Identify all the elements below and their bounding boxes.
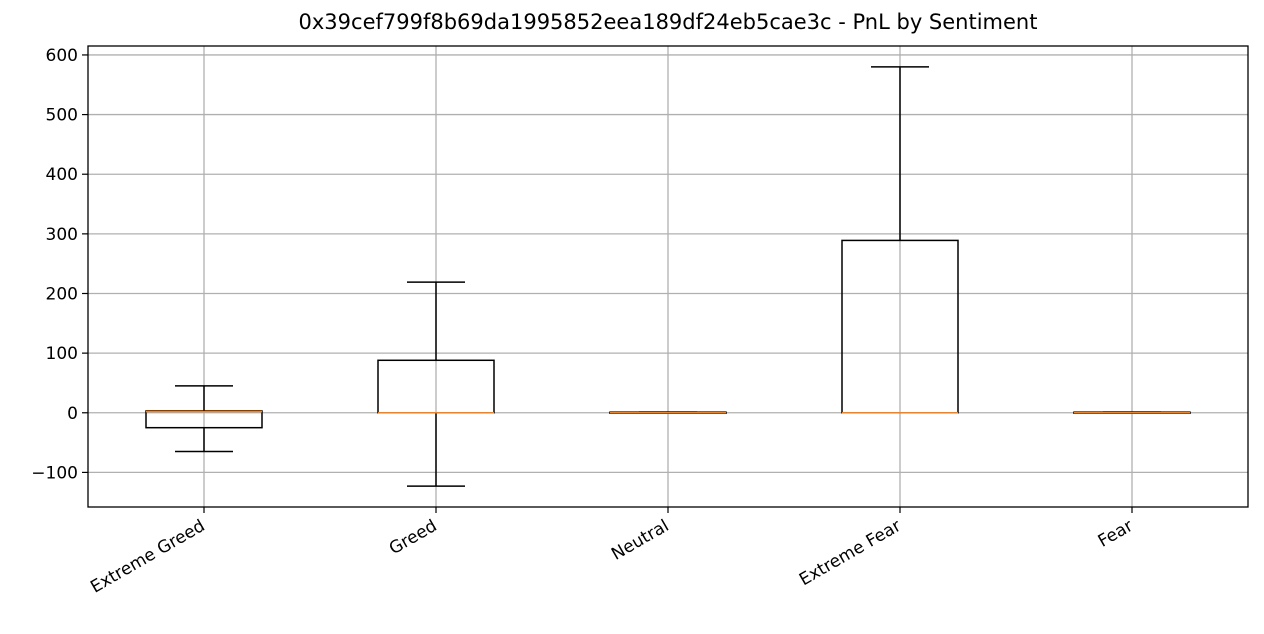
y-tick-label: 500 (46, 106, 78, 126)
chart-title: 0x39cef799f8b69da1995852eea189df24eb5cae… (298, 10, 1038, 34)
y-tick-label: 600 (46, 46, 78, 66)
box-extreme-greed (145, 385, 263, 453)
y-tick-label: 100 (46, 344, 78, 364)
axis-layer: −100 0 100 200 300 400 500 600 Extreme Greed Gree… (31, 45, 1249, 598)
y-tick-label: −100 (31, 463, 78, 483)
y-tick-label: 200 (46, 284, 78, 304)
box-extreme-fear (841, 66, 959, 414)
x-tick-label: Fear (1095, 516, 1137, 552)
x-tick-label: Extreme Fear (796, 516, 904, 590)
x-tick-label: Greed (386, 516, 441, 559)
box-neutral (609, 411, 727, 414)
box-layer (145, 66, 1191, 487)
x-tick-label: Neutral (608, 516, 672, 565)
y-tick-label: 0 (67, 404, 78, 424)
box-greed (377, 281, 495, 487)
y-tick-label: 300 (46, 225, 78, 245)
x-tick-label: Extreme Greed (87, 516, 208, 598)
grid-layer (88, 46, 1248, 507)
y-tick-label: 400 (46, 165, 78, 185)
box-fear (1073, 411, 1191, 414)
